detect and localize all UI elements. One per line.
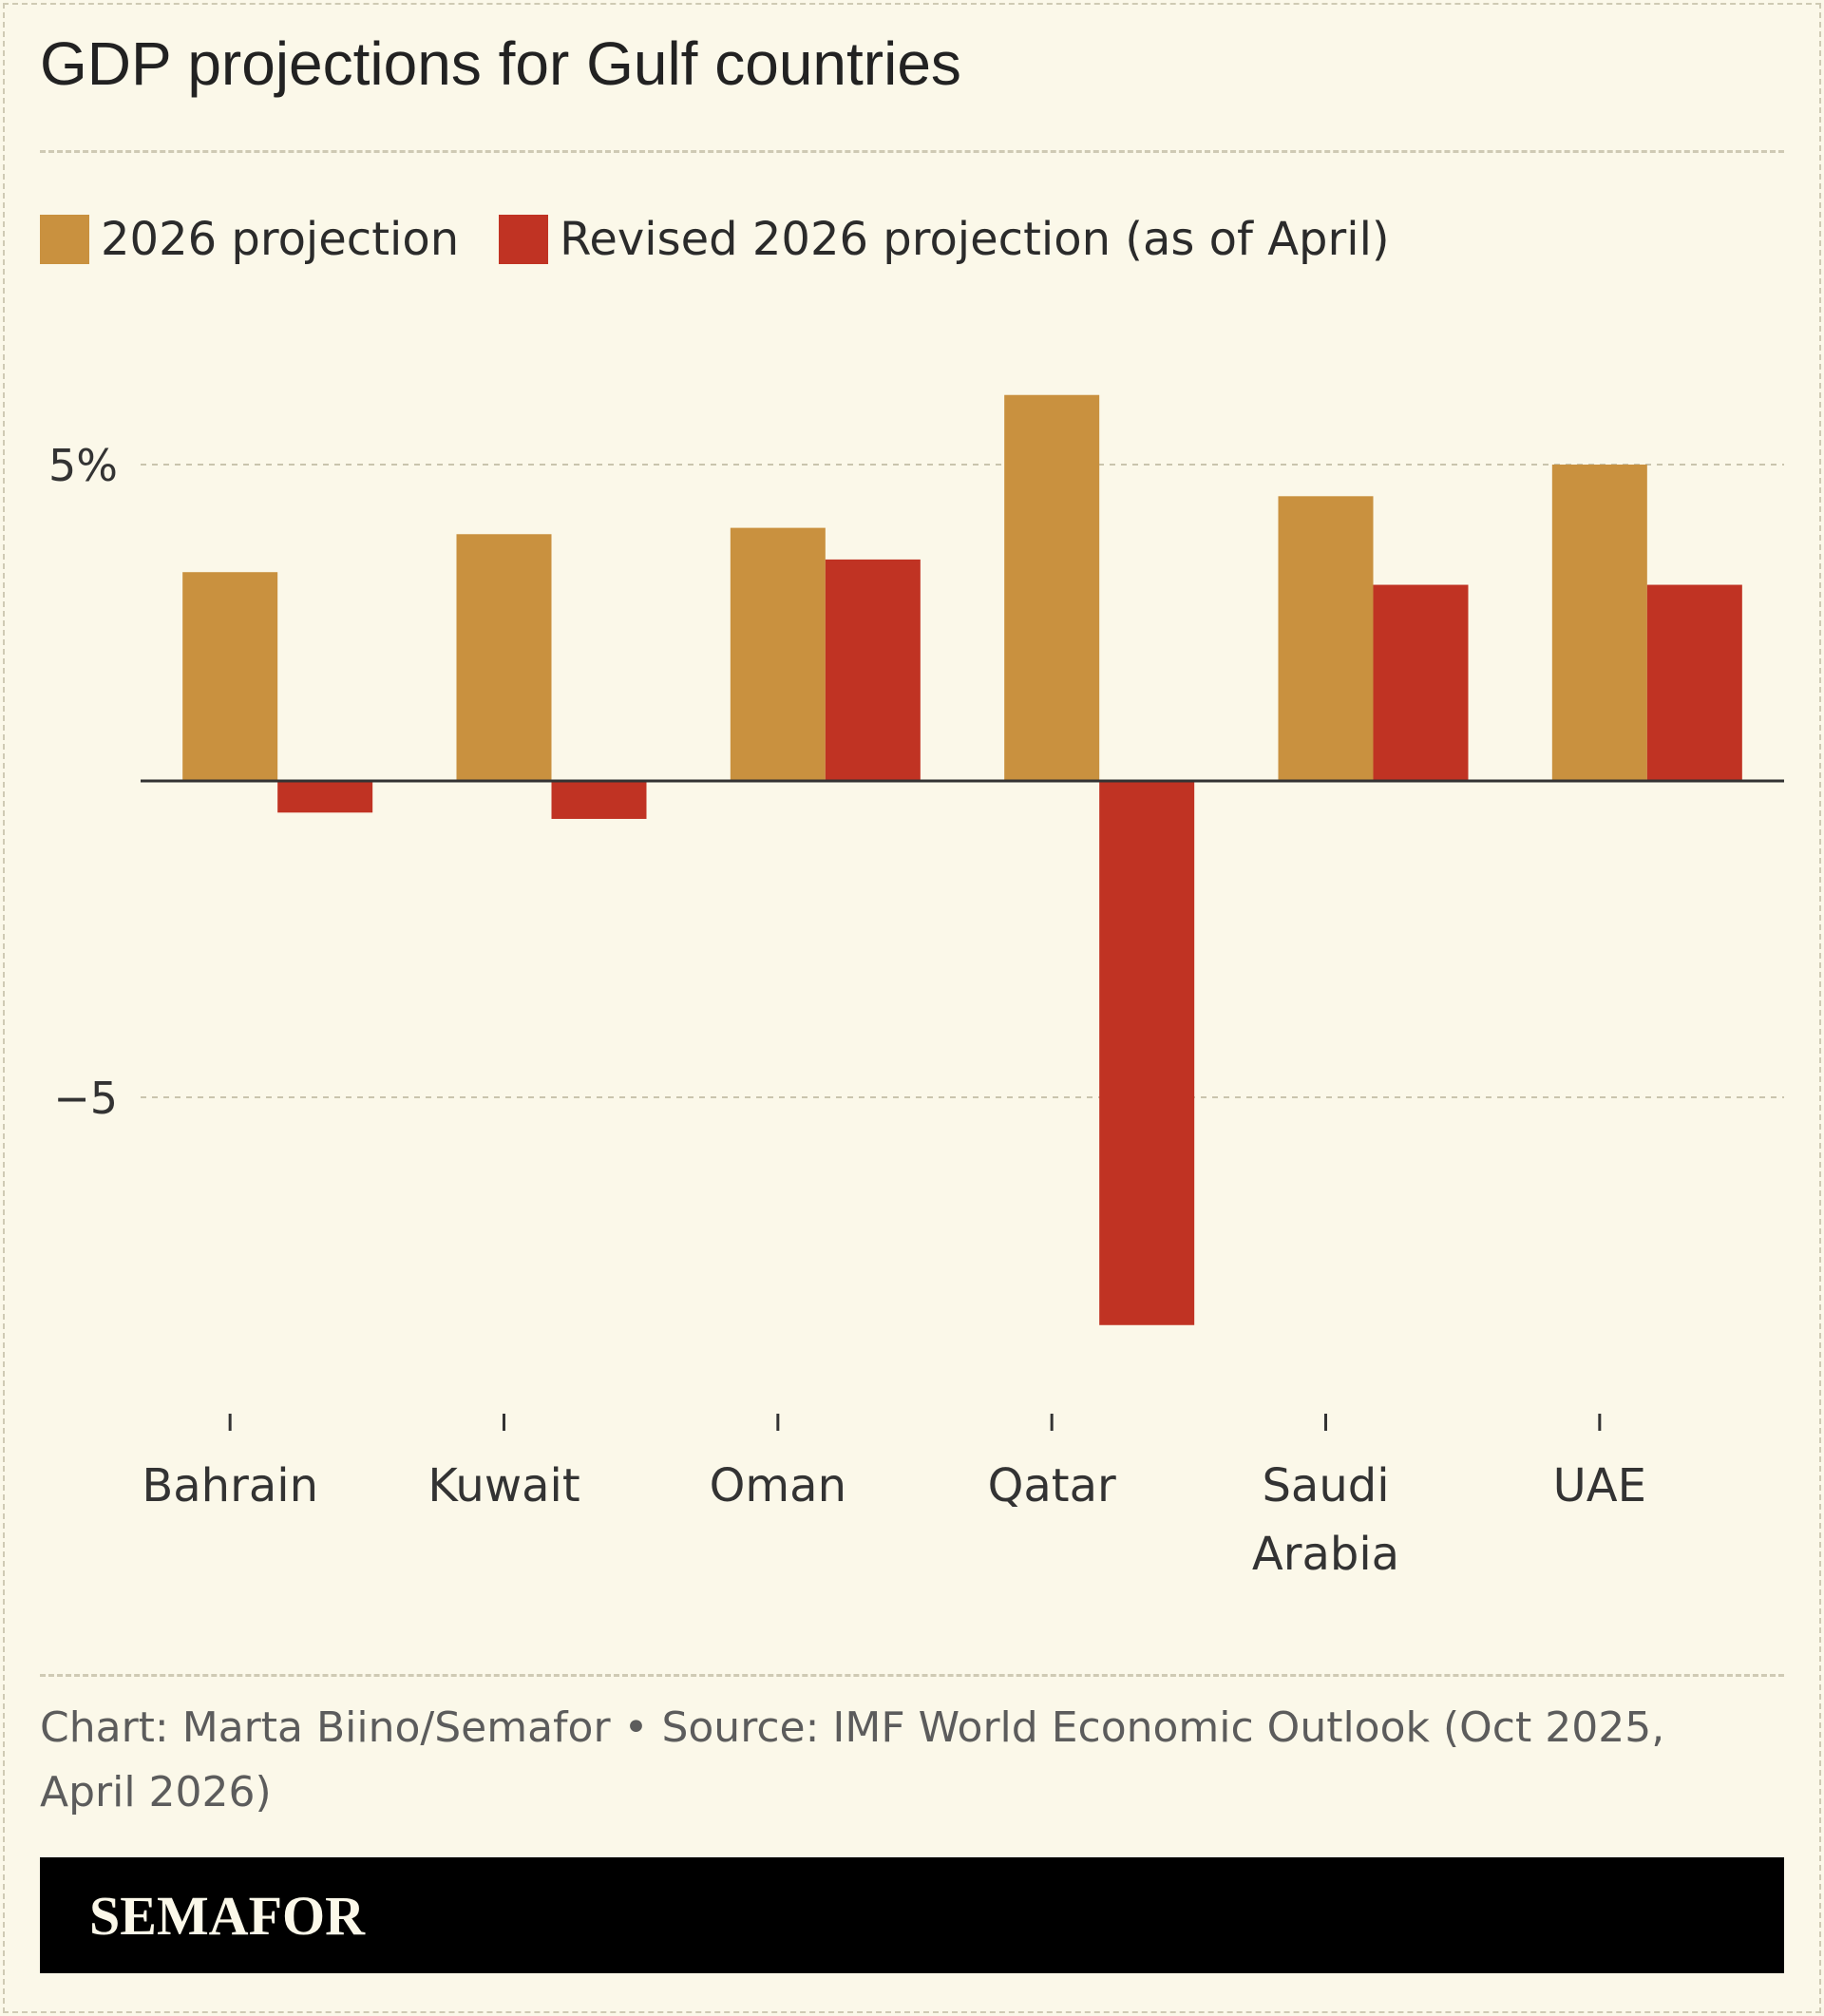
- bar-original-1: [456, 534, 552, 781]
- bar-revised-1: [551, 781, 647, 819]
- x-tick-label-3: Qatar: [988, 1459, 1116, 1512]
- x-tick-label-line: UAE: [1553, 1459, 1646, 1512]
- x-tick-label-5: UAE: [1553, 1459, 1646, 1512]
- legend-item-original: 2026 projection: [40, 213, 459, 266]
- legend-label-original: 2026 projection: [101, 213, 460, 266]
- bar-chart: 5% −5 Bahrain Kuwait Oman Qatar Saudi Arabia UAE: [48, 394, 1784, 1581]
- bar-original-4: [1278, 496, 1374, 781]
- legend: 2026 projection Revised 2026 projection …: [40, 211, 1430, 268]
- bar-original-0: [182, 572, 278, 781]
- source-note: Chart: Marta Biino/Semafor • Source: IMF…: [40, 1703, 1665, 1816]
- x-tick-label-line: Arabia: [1252, 1528, 1399, 1581]
- x-tick-label-1: Kuwait: [428, 1459, 580, 1512]
- x-tick-label-line: Kuwait: [428, 1459, 580, 1512]
- legend-swatch-original: [40, 215, 89, 264]
- bar-original-2: [730, 527, 826, 781]
- bar-revised-3: [1099, 781, 1195, 1325]
- bar-revised-0: [277, 781, 373, 813]
- x-tick-label-2: Oman: [710, 1459, 846, 1512]
- y-tick-label-0: 5%: [48, 440, 118, 491]
- brand-logo: SEMAFOR: [89, 1884, 365, 1947]
- x-tick-label-line: Oman: [710, 1459, 846, 1512]
- bar-revised-4: [1373, 584, 1469, 781]
- chart-title: GDP projections for Gulf countries: [40, 29, 961, 98]
- legend-label-revised: Revised 2026 projection (as of April): [560, 213, 1390, 266]
- chart-frame: [3, 3, 1821, 2013]
- y-tick-label-1: −5: [53, 1073, 118, 1124]
- legend-item-revised: Revised 2026 projection (as of April): [499, 213, 1390, 266]
- bar-revised-5: [1646, 584, 1742, 781]
- bottom-divider: [40, 1674, 1784, 1677]
- bar-original-5: [1551, 465, 1647, 781]
- legend-swatch-revised: [499, 215, 549, 264]
- bar-original-3: [1004, 394, 1100, 781]
- brand-bar: SEMAFOR: [40, 1857, 1784, 1973]
- x-tick-label-line: Saudi: [1262, 1459, 1389, 1512]
- top-divider: [40, 150, 1784, 153]
- x-tick-label-line: Qatar: [988, 1459, 1116, 1512]
- x-tick-label-0: Bahrain: [142, 1459, 318, 1512]
- x-tick-label-line: Bahrain: [142, 1459, 318, 1512]
- bar-revised-2: [825, 559, 921, 781]
- x-tick-label-4: Saudi Arabia: [1252, 1459, 1399, 1581]
